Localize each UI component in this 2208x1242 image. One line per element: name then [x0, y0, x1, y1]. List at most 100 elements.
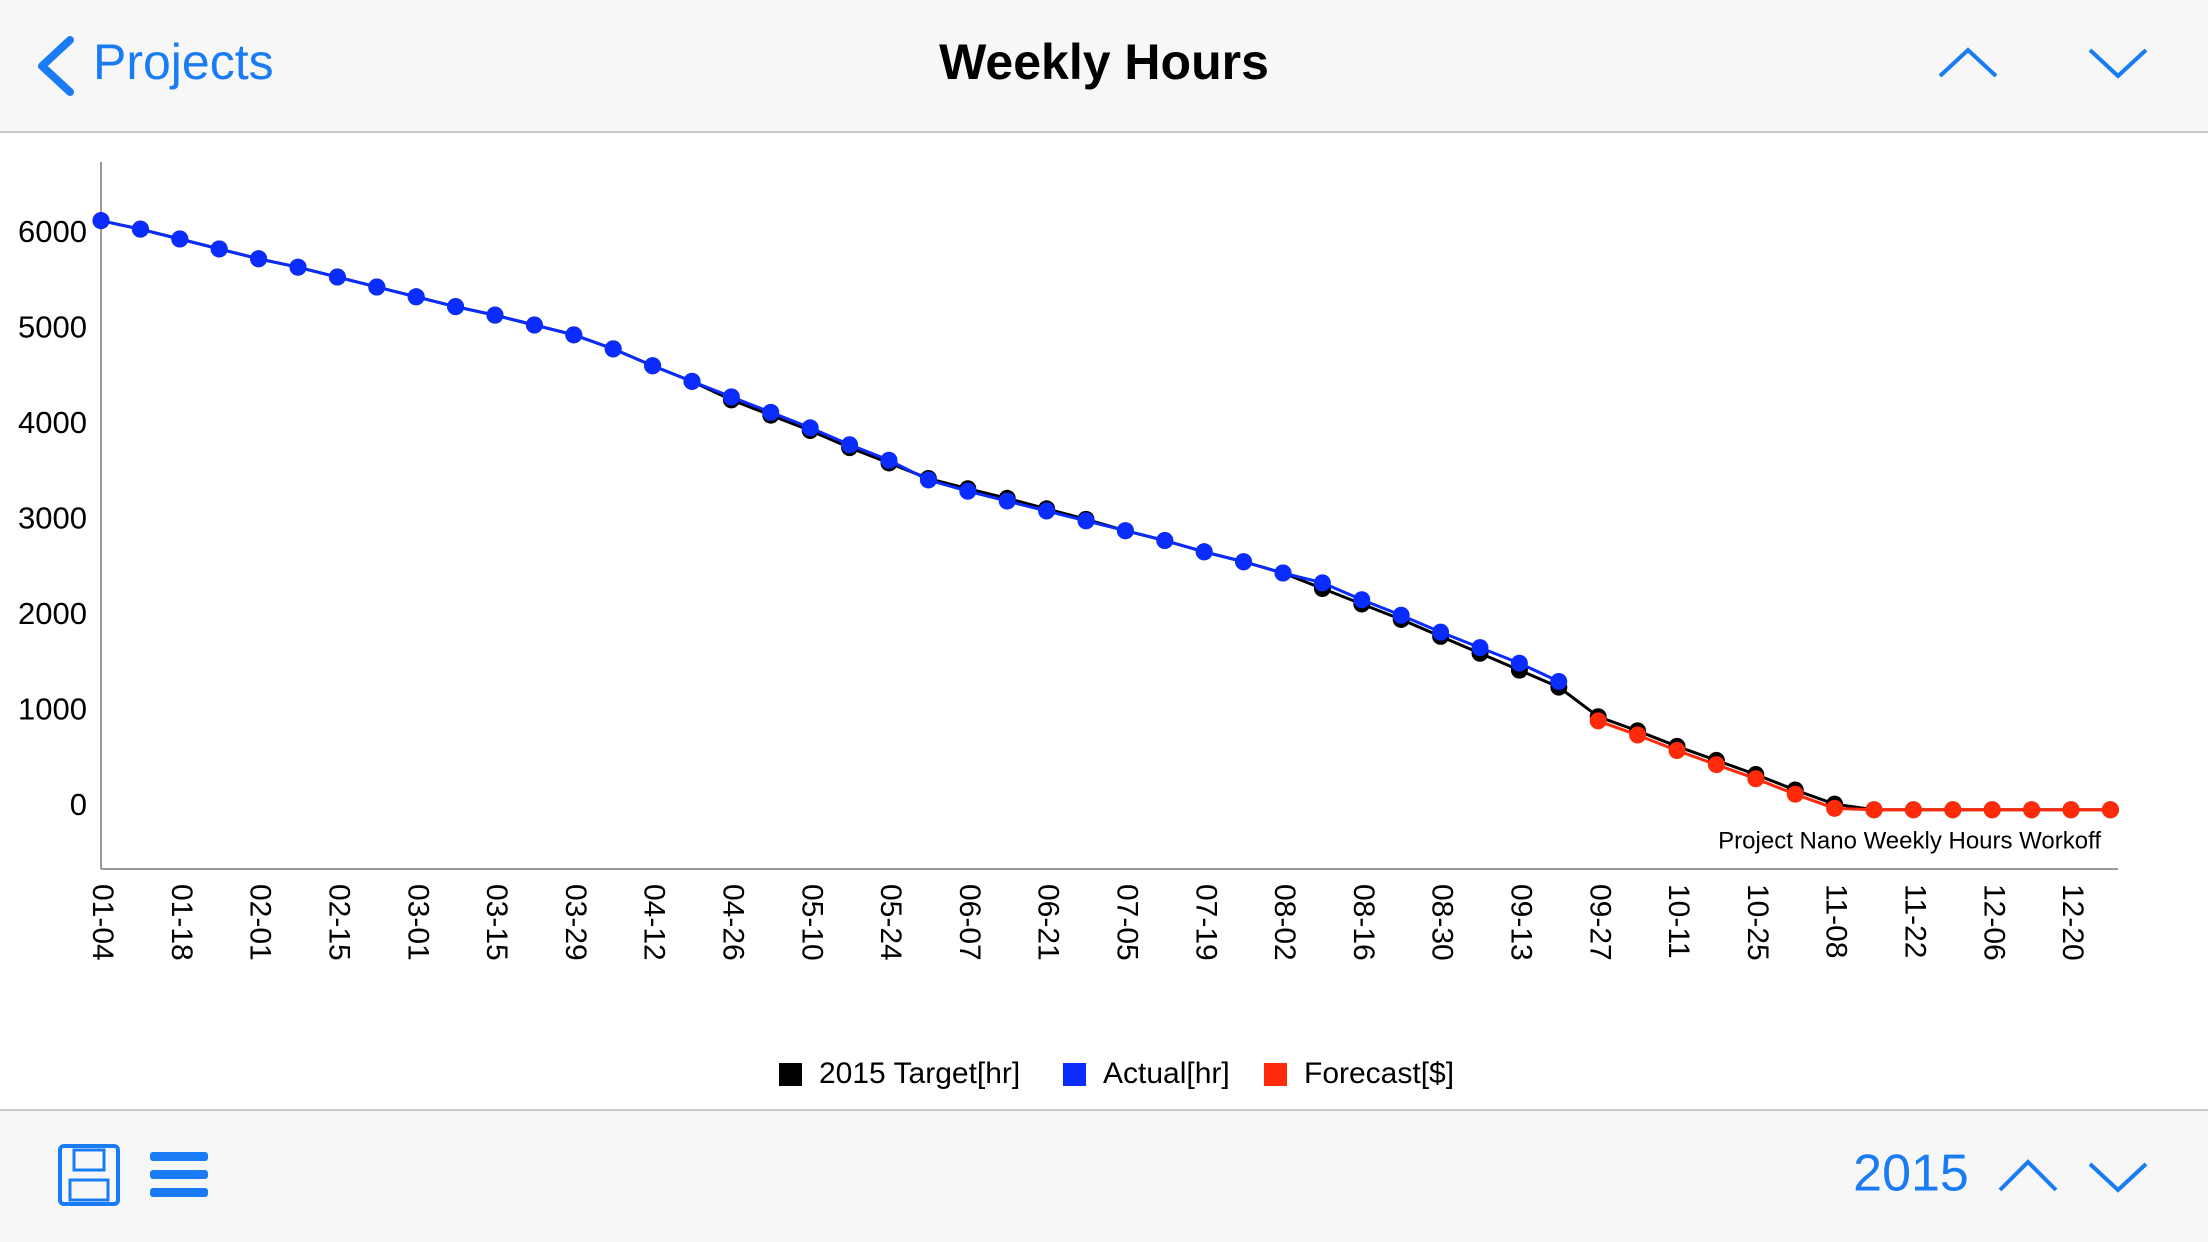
up-button[interactable]	[1938, 47, 1998, 78]
y-tick-label: 2000	[18, 596, 87, 631]
x-tick-label: 05-10	[795, 884, 828, 961]
data-point	[722, 388, 740, 406]
data-point	[998, 492, 1016, 510]
data-point	[1116, 522, 1134, 540]
legend-label: 2015 Target[hr]	[819, 1057, 1020, 1090]
data-point	[644, 357, 662, 375]
data-point	[1156, 532, 1174, 550]
legend-label: Actual[hr]	[1103, 1057, 1230, 1090]
data-point	[1510, 654, 1528, 672]
data-point	[1432, 623, 1450, 641]
legend-swatch	[779, 1063, 802, 1086]
data-point	[1353, 591, 1371, 609]
nav-bar	[0, 0, 2208, 132]
x-tick-label: 03-01	[401, 884, 434, 961]
down-button[interactable]	[2088, 48, 2148, 79]
data-point	[289, 258, 307, 276]
data-point	[1274, 564, 1292, 582]
y-tick-label: 4000	[18, 405, 87, 440]
data-point	[171, 230, 189, 248]
data-point	[1629, 726, 1647, 744]
data-point	[250, 250, 268, 268]
y-tick-label: 1000	[18, 692, 87, 727]
nav-title: Weekly Hours	[939, 34, 1269, 90]
data-point	[1747, 770, 1765, 788]
y-tick-label: 3000	[18, 500, 87, 535]
back-button[interactable]: Projects	[93, 34, 274, 90]
x-tick-label: 03-15	[480, 884, 513, 961]
menu-button[interactable]	[150, 1152, 208, 1197]
x-tick-label: 07-05	[1110, 884, 1143, 961]
x-tick-label: 09-13	[1504, 884, 1537, 961]
data-point	[1865, 801, 1883, 819]
x-tick-label: 05-24	[874, 884, 907, 961]
save-icon-part	[68, 1178, 110, 1202]
data-point	[131, 220, 149, 238]
data-point	[210, 240, 228, 258]
x-tick-label: 08-02	[1268, 884, 1301, 961]
data-point	[1826, 799, 1844, 817]
series-line	[1597, 719, 2111, 812]
x-tick-label: 10-25	[1741, 884, 1774, 961]
data-point	[368, 278, 386, 296]
data-point	[1944, 801, 1962, 819]
chart-annotation: Project Nano Weekly Hours Workoff	[1718, 827, 2101, 854]
y-tick-label: 0	[70, 787, 87, 822]
data-point	[919, 471, 937, 489]
data-point	[880, 451, 898, 469]
series-line	[100, 219, 1560, 683]
data-point	[1195, 543, 1213, 561]
data-point	[2023, 801, 2041, 819]
year-down-button[interactable]	[2088, 1162, 2148, 1193]
legend-swatch	[1264, 1063, 1287, 1086]
data-point	[565, 326, 583, 344]
x-tick-label: 02-15	[322, 884, 355, 961]
data-point	[1313, 574, 1331, 592]
data-point	[92, 212, 110, 230]
chart: 0 1000 2000 3000 4000 5000 6000 01-04 01-18 02-01…	[18, 162, 2119, 1090]
menu-icon	[150, 1152, 208, 1161]
data-point	[683, 372, 701, 390]
data-point	[1235, 553, 1253, 571]
x-tick-label: 02-01	[244, 884, 277, 961]
data-point	[1983, 801, 2001, 819]
x-tick-label: 08-30	[1426, 884, 1459, 961]
save-button[interactable]	[58, 1144, 120, 1206]
year-up-button[interactable]	[1998, 1159, 2058, 1192]
year-label: 2015	[1853, 1145, 1969, 1203]
y-tick-label: 5000	[18, 309, 87, 344]
data-point	[1550, 672, 1568, 690]
menu-icon	[150, 1188, 208, 1197]
data-point	[2101, 801, 2119, 819]
x-tick-label: 06-21	[1032, 884, 1065, 961]
data-point	[801, 419, 819, 437]
menu-icon	[150, 1170, 208, 1179]
save-icon	[58, 1144, 120, 1206]
back-chevron[interactable]	[38, 36, 74, 96]
data-point	[486, 306, 504, 324]
data-point	[407, 288, 425, 306]
data-point	[1904, 801, 1922, 819]
data-point	[1668, 742, 1686, 760]
data-point	[841, 436, 859, 454]
x-tick-label: 09-27	[1583, 884, 1616, 961]
x-tick-label: 06-07	[953, 884, 986, 961]
series-line	[100, 219, 2111, 812]
x-tick-label: 12-06	[1977, 884, 2010, 961]
data-point	[604, 340, 622, 358]
data-point	[959, 482, 977, 500]
data-point	[1392, 606, 1410, 624]
save-icon-part	[72, 1148, 106, 1172]
x-tick-label: 04-26	[716, 884, 749, 961]
data-point	[525, 316, 543, 334]
data-point	[447, 298, 465, 316]
legend-swatch	[1063, 1063, 1086, 1086]
x-tick-label: 07-19	[1189, 884, 1222, 961]
x-tick-label: 11-22	[1898, 884, 1931, 959]
data-point	[1038, 502, 1056, 520]
data-point	[1786, 785, 1804, 803]
x-tick-label: 01-18	[165, 884, 198, 961]
data-point	[1707, 756, 1725, 774]
data-point	[762, 403, 780, 421]
x-tick-label: 01-04	[86, 884, 119, 961]
